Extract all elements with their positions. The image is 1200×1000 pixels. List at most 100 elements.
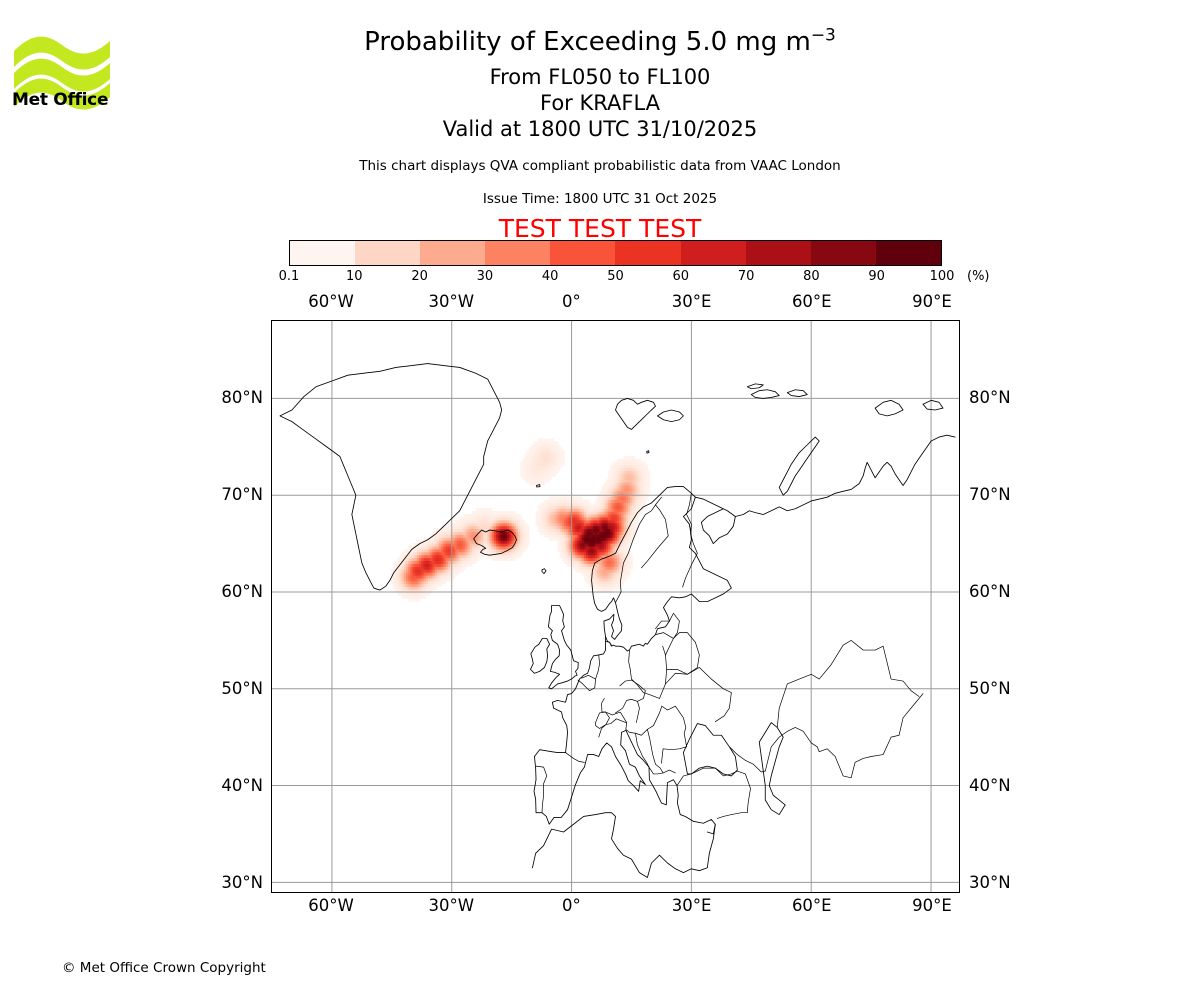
ash-cell [581,572,585,576]
ash-cell [414,589,418,593]
ash-cell [577,508,581,512]
ash-cell [515,531,519,535]
ash-cell [599,499,603,503]
ash-cell [421,580,425,585]
ash-cell [623,484,627,489]
ash-cell [623,516,627,521]
ash-cell [566,511,570,515]
ash-cell [502,554,506,559]
page-title: Probability of Exceeding 5.0 mg m−3 [0,26,1200,58]
ash-cell [601,508,605,512]
ash-cell [550,516,554,521]
ash-cell [619,502,622,506]
ash-cell [572,499,576,503]
ash-cell [443,569,447,573]
ash-cell [531,452,535,457]
ash-cell [608,476,611,480]
ash-cell [520,551,524,556]
ash-cell [500,522,504,527]
ash-cell [592,545,596,550]
ash-cell [627,534,631,538]
ash-cell [542,450,545,454]
ash-cell [583,513,587,518]
ash-cell [625,563,629,567]
ash-cell [590,511,594,515]
ash-cell [412,566,416,570]
ash-cell [500,554,504,559]
colorbar-segment-1 [355,241,421,265]
ash-cell [458,534,462,538]
ash-cell [605,580,609,585]
ash-cell [632,499,636,503]
ash-cell [605,484,609,489]
ash-cell [601,522,605,527]
ash-cell [548,438,552,442]
ash-cell [423,569,427,573]
ash-cell [456,531,460,535]
ash-cell [540,447,543,451]
ash-cell [476,525,480,530]
ash-cell [632,473,636,477]
ash-cell [610,484,614,489]
ash-cell [496,516,499,521]
ash-cell [621,470,625,474]
ash-cell [395,560,398,564]
ash-cell [645,490,649,495]
ash-cell [583,502,587,506]
ash-cell [594,548,598,553]
ash-cell [401,574,405,579]
ash-cell [434,528,438,532]
border-baltic-b [655,612,680,639]
ash-cell [474,516,477,521]
ash-cell [465,557,469,562]
ash-cell [555,444,559,448]
ash-cell [601,557,605,562]
ash-cell [397,569,401,573]
ash-cell [616,580,620,585]
ash-cell [605,548,609,553]
ash-cell [627,487,631,492]
ash-cell [594,583,598,588]
ash-cell [427,583,431,588]
ash-cell [416,589,420,593]
ash-cell [601,528,605,532]
ash-cell [507,551,510,556]
ash-cell [471,519,475,524]
ash-cell [597,543,600,547]
ash-cell [509,557,513,562]
coastline-caspian [758,722,786,815]
ash-cell [623,508,627,512]
ash-cell [634,490,638,495]
ash-cell [610,540,614,544]
ash-cell [469,560,473,564]
ash-cell [630,458,633,463]
ash-cell [502,511,506,515]
longitude-label-top-30°E: 30°E [671,292,712,311]
ash-cell [529,450,532,454]
ash-cell [406,583,409,588]
ash-cell [605,499,609,503]
ash-cell [509,513,513,518]
ash-cell [544,525,548,530]
ash-cell [465,528,469,532]
ash-cell [614,554,618,559]
ash-cell [403,595,407,599]
ash-cell [485,525,488,530]
ash-cell [636,511,640,515]
ash-cell [471,534,475,538]
ash-cell [537,461,541,466]
ash-cell [621,540,625,544]
ash-cell [397,560,401,564]
ash-cell [616,479,620,483]
ash-cell [425,563,429,567]
ash-cell [614,499,618,503]
ash-cell [436,577,440,582]
ash-cell [592,505,596,509]
ash-cell [601,519,605,524]
ash-cell [568,548,572,553]
ash-cell [498,548,502,553]
ash-cell [504,537,508,541]
ash-cell [482,537,486,541]
ash-cell [544,441,548,445]
ash-cell [425,540,429,544]
